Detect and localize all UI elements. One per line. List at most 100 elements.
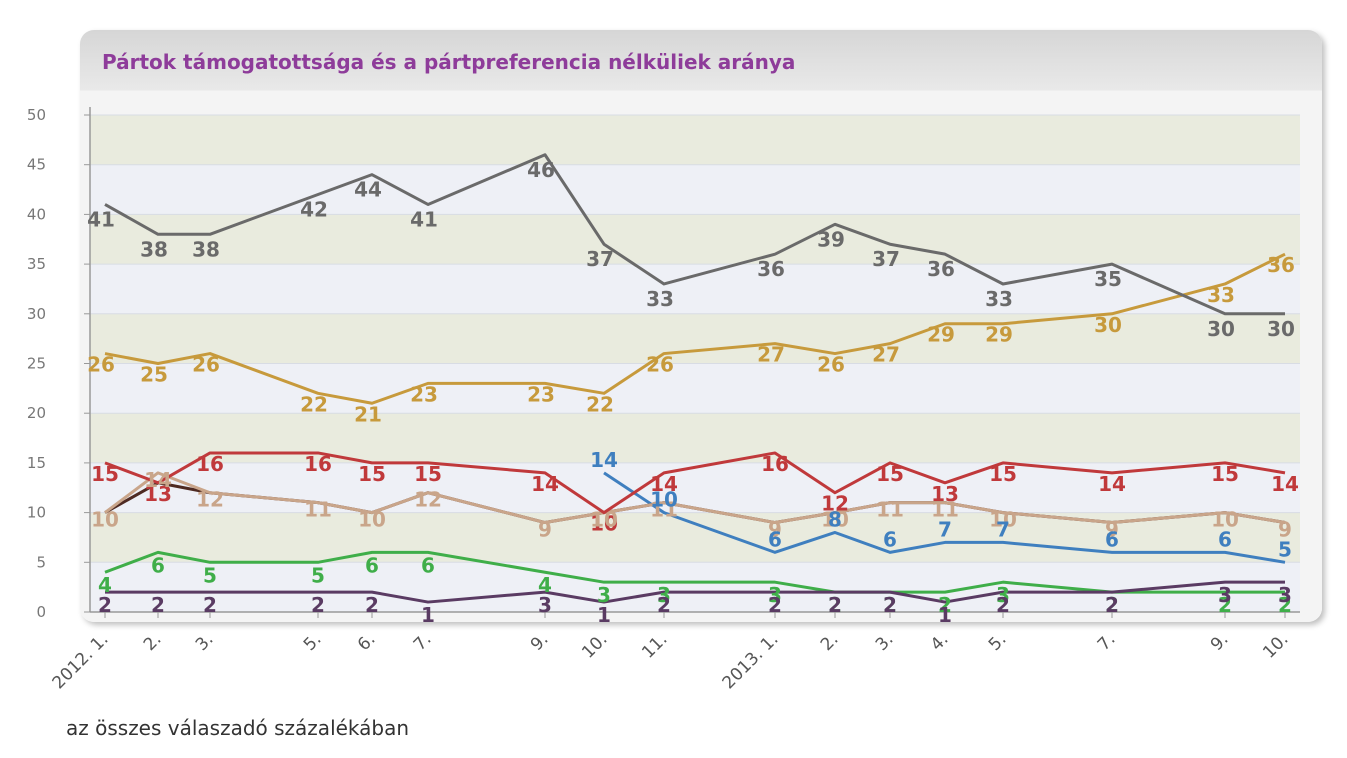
grid-band (90, 214, 1300, 265)
chart-subtitle: az összes válaszadó százalékában (66, 716, 410, 740)
data-label: 3 (1218, 583, 1232, 607)
data-label: 2 (203, 593, 217, 617)
data-label: 39 (817, 227, 845, 251)
data-label: 29 (985, 323, 1013, 347)
y-tick-label: 20 (27, 404, 46, 422)
x-tick-label: 2. (817, 629, 843, 655)
data-label: 15 (1211, 462, 1239, 486)
data-label: 15 (91, 462, 119, 486)
grid-band (90, 264, 1300, 314)
x-tick-label: 3. (872, 629, 898, 655)
data-label: 22 (300, 392, 328, 416)
x-tick-label: 4. (927, 629, 953, 655)
data-label: 38 (192, 237, 220, 261)
data-label: 46 (527, 158, 555, 182)
x-tick-label: 9. (527, 629, 553, 655)
data-label: 10 (821, 508, 849, 532)
data-label: 14 (531, 472, 559, 496)
data-label: 3 (597, 583, 611, 607)
data-label: 41 (410, 207, 438, 231)
data-label: 10 (989, 508, 1017, 532)
y-tick-label: 45 (27, 156, 46, 174)
y-tick-label: 10 (27, 504, 46, 522)
data-label: 2 (883, 593, 897, 617)
data-label: 9 (1278, 518, 1292, 542)
x-tick-label: 7. (1094, 629, 1120, 655)
data-label: 26 (192, 353, 220, 377)
data-label: 22 (586, 392, 614, 416)
data-label: 13 (144, 482, 172, 506)
series-line-2 (104, 451, 1286, 515)
series-line-1 (104, 252, 1286, 405)
x-tick-label: 2012. 1. (49, 629, 113, 693)
data-label: 36 (757, 257, 785, 281)
y-tick-label: 35 (27, 255, 46, 273)
data-label: 9 (1105, 518, 1119, 542)
data-label: 2 (151, 593, 165, 617)
data-label: 25 (140, 363, 168, 387)
data-label: 3 (657, 583, 671, 607)
data-label: 15 (989, 462, 1017, 486)
x-tick-label: 7. (410, 629, 436, 655)
series-line-7 (105, 580, 1285, 604)
data-label: 6 (1218, 527, 1232, 551)
grid-band (90, 164, 1300, 215)
data-label: 2 (657, 593, 671, 617)
data-label: 1 (938, 603, 952, 627)
data-label: 1 (421, 603, 435, 627)
y-tick-label: 25 (27, 355, 46, 373)
data-label: 11 (304, 498, 332, 522)
data-label: 2 (365, 593, 379, 617)
x-tick-label: 10. (578, 629, 611, 662)
data-label: 7 (938, 517, 952, 541)
data-label: 33 (646, 287, 674, 311)
data-label: 6 (883, 527, 897, 551)
data-label: 2 (828, 593, 842, 617)
data-label: 30 (1267, 317, 1295, 341)
x-tick-label: 3. (192, 629, 218, 655)
data-label: 10 (358, 508, 386, 532)
data-label: 21 (354, 402, 382, 426)
grid-band (90, 363, 1300, 414)
data-label: 15 (876, 462, 904, 486)
y-tick-label: 40 (27, 205, 46, 223)
data-label: 41 (87, 207, 115, 231)
data-label: 5 (1278, 537, 1292, 561)
series-line-3 (104, 471, 1286, 525)
data-label: 5 (311, 563, 325, 587)
data-label: 2 (1105, 593, 1119, 617)
data-label: 3 (996, 583, 1010, 607)
data-label: 3 (1278, 583, 1292, 607)
x-tick-label: 5. (985, 629, 1011, 655)
data-label: 3 (768, 583, 782, 607)
data-label: 11 (931, 498, 959, 522)
data-label: 26 (646, 353, 674, 377)
y-tick-label: 15 (27, 454, 46, 472)
data-label: 23 (410, 382, 438, 406)
data-label: 4 (538, 573, 552, 597)
data-label: 38 (140, 237, 168, 261)
data-label: 14 (650, 472, 678, 496)
data-label: 3 (538, 593, 552, 617)
data-label: 12 (821, 492, 849, 516)
data-label: 37 (872, 247, 900, 271)
data-label: 15 (414, 462, 442, 486)
data-label: 44 (354, 178, 382, 202)
y-tick-label: 0 (36, 603, 46, 621)
data-label: 4 (98, 573, 112, 597)
data-label: 6 (768, 527, 782, 551)
data-label: 33 (985, 287, 1013, 311)
data-label: 14 (144, 468, 172, 492)
grid-band (90, 413, 1300, 463)
data-label: 16 (304, 452, 332, 476)
data-label: 29 (927, 323, 955, 347)
data-label: 2 (996, 593, 1010, 617)
data-label: 2 (1105, 593, 1119, 617)
data-label: 23 (527, 382, 555, 406)
data-label: 9 (768, 518, 782, 542)
data-label: 6 (421, 553, 435, 577)
series-line-6 (104, 550, 1285, 594)
data-label: 33 (1207, 283, 1235, 307)
x-tick-label: 11. (638, 629, 671, 662)
